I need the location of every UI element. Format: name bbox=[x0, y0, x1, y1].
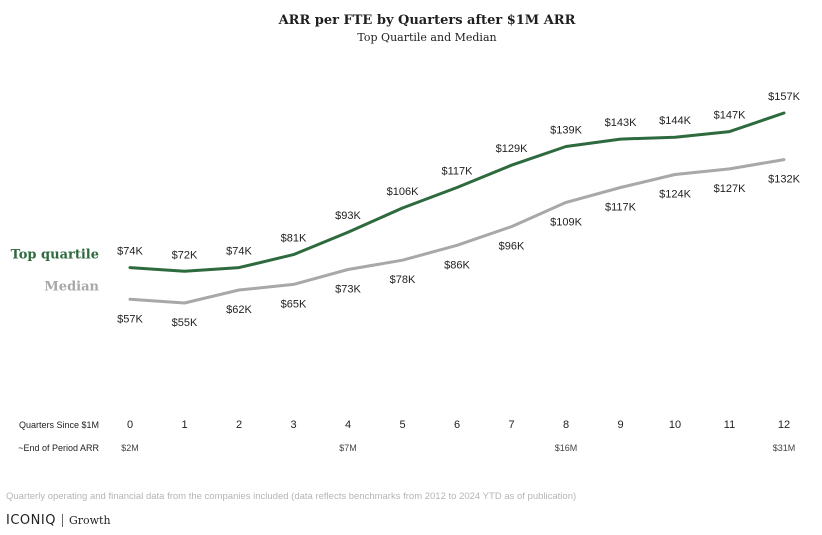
median-series-label: Median bbox=[44, 279, 99, 294]
top-quartile-data-label: $144K bbox=[659, 115, 691, 127]
median-data-label: $78K bbox=[390, 274, 416, 286]
top-quartile-data-label: $93K bbox=[335, 210, 361, 222]
median-data-label: $124K bbox=[659, 189, 691, 201]
arr-tick-label: $2M bbox=[121, 443, 139, 453]
top-quartile-data-label: $81K bbox=[281, 233, 307, 245]
median-data-label: $86K bbox=[444, 259, 470, 271]
median-data-label: $73K bbox=[335, 284, 361, 296]
median-data-label: $55K bbox=[172, 317, 198, 329]
median-data-label: $117K bbox=[605, 202, 637, 214]
median-data-label: $132K bbox=[768, 174, 800, 186]
end-of-period-arr-ticks: $2M $7M $16M $31M bbox=[121, 443, 795, 453]
top-quartile-data-label: $106K bbox=[387, 186, 419, 198]
logo-sub: Growth bbox=[68, 514, 111, 527]
x-tick-label: 8 bbox=[563, 419, 569, 431]
x-tick-label: 9 bbox=[617, 419, 623, 431]
median-data-label: $57K bbox=[117, 313, 143, 325]
chart: ARR per FTE by Quarters after $1M ARR To… bbox=[11, 13, 801, 453]
series-names: Top quartile Median bbox=[11, 248, 100, 295]
top-quartile-data-label: $72K bbox=[172, 249, 198, 261]
top-quartile-data-label: $143K bbox=[605, 117, 637, 129]
top-quartile-data-label: $139K bbox=[550, 125, 582, 137]
top-quartile-data-label: $74K bbox=[226, 246, 252, 258]
x-ticks: 0 1 2 3 4 5 6 7 8 9 10 11 12 bbox=[127, 419, 790, 431]
median-data-label: $65K bbox=[281, 298, 307, 310]
median-line bbox=[128, 158, 786, 305]
x-tick-label: 0 bbox=[127, 419, 133, 431]
arr-tick-label: $16M bbox=[555, 443, 578, 453]
series-lines bbox=[128, 111, 786, 305]
median-data-label: $127K bbox=[714, 183, 746, 195]
median-data-label: $62K bbox=[226, 304, 252, 316]
x-tick-label: 2 bbox=[236, 419, 242, 431]
x-tick-label: 11 bbox=[724, 419, 735, 431]
top-quartile-data-label: $129K bbox=[496, 143, 528, 155]
median-data-label: $96K bbox=[499, 241, 525, 253]
x-tick-label: 7 bbox=[508, 419, 514, 431]
iconiq-logo: ICONIQ Growth bbox=[6, 513, 111, 528]
logo-brand: ICONIQ bbox=[6, 513, 56, 528]
chart-title: ARR per FTE by Quarters after $1M ARR bbox=[278, 13, 576, 28]
top-quartile-data-label: $157K bbox=[768, 91, 800, 103]
x-tick-label: 5 bbox=[399, 419, 405, 431]
arr-tick-label: $31M bbox=[773, 443, 796, 453]
top-quartile-data-label: $147K bbox=[714, 110, 746, 122]
data-labels: $74K $72K $74K $81K $93K $106K $117K $129K $139K… bbox=[117, 91, 800, 329]
top-quartile-line bbox=[128, 111, 786, 273]
logo-divider bbox=[61, 514, 63, 527]
x-tick-label: 1 bbox=[181, 419, 187, 431]
top-quartile-series-label: Top quartile bbox=[11, 248, 99, 263]
chart-subtitle: Top Quartile and Median bbox=[357, 31, 496, 44]
x-axis-label: Quarters Since $1M bbox=[19, 420, 99, 430]
end-of-period-arr-label: ~End of Period ARR bbox=[18, 443, 99, 453]
x-tick-label: 6 bbox=[454, 419, 460, 431]
top-quartile-data-label: $74K bbox=[117, 246, 143, 258]
x-tick-label: 12 bbox=[778, 419, 790, 431]
median-data-label: $109K bbox=[550, 216, 582, 228]
x-tick-label: 10 bbox=[669, 419, 681, 431]
top-quartile-data-label: $117K bbox=[442, 166, 474, 178]
x-tick-label: 4 bbox=[345, 419, 351, 431]
x-tick-label: 3 bbox=[290, 419, 296, 431]
arr-tick-label: $7M bbox=[339, 443, 357, 453]
footnote: Quarterly operating and financial data f… bbox=[6, 491, 577, 502]
